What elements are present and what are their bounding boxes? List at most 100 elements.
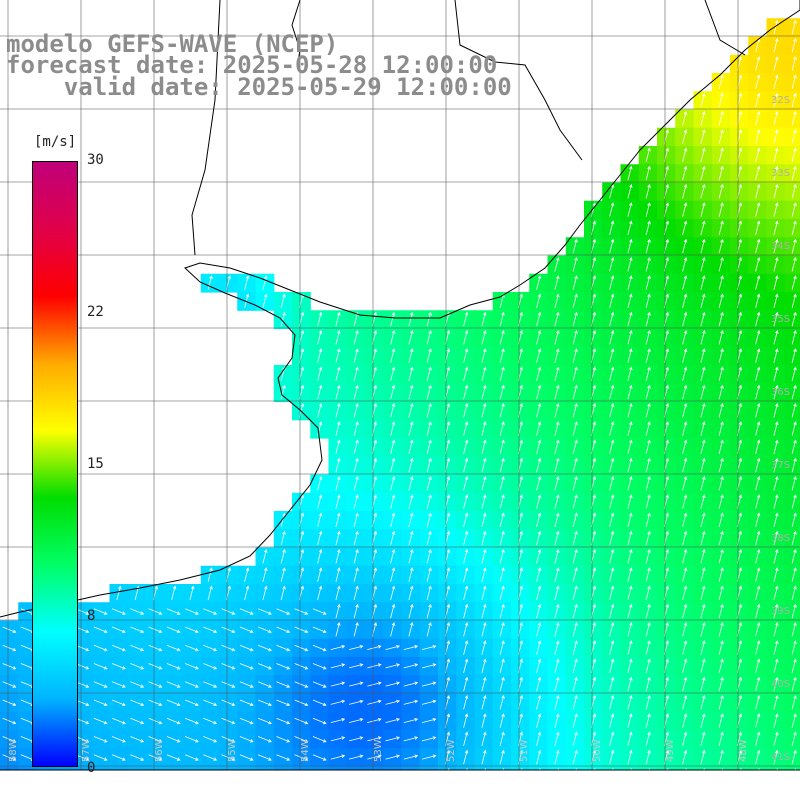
wind-arrow <box>773 731 779 746</box>
wind-arrow <box>385 645 401 650</box>
wind-arrow <box>609 658 615 673</box>
wind-arrow <box>645 183 651 199</box>
forecast-date: forecast date: 2025-05-28 12:00:00 <box>6 51 498 79</box>
wind-arrow <box>221 663 236 670</box>
wind-arrow <box>718 293 724 308</box>
wind-arrow <box>572 311 578 327</box>
wind-arrow <box>718 165 724 181</box>
wind-arrow <box>536 713 542 728</box>
wind-arrow <box>499 731 505 746</box>
wind-arrow <box>645 475 651 491</box>
wind-arrow <box>773 694 779 710</box>
valid-date: valid date: 2025-05-29 12:00:00 <box>6 73 512 101</box>
wind-arrow <box>335 512 341 527</box>
wind-arrow <box>111 717 126 725</box>
wind-arrow <box>718 585 724 600</box>
wind-arrow <box>572 694 578 710</box>
wind-speed-cells <box>0 18 800 800</box>
wind-arrow <box>276 699 291 706</box>
wind-arrow <box>481 494 487 509</box>
wind-arrow <box>554 731 560 746</box>
wind-arrow <box>536 749 542 765</box>
wind-arrow <box>627 676 633 692</box>
wind-arrow <box>335 348 341 363</box>
wind-arrow <box>645 585 651 600</box>
wind-arrow <box>463 749 469 765</box>
wind-arrow <box>166 644 181 652</box>
wind-arrow <box>755 147 761 162</box>
wind-arrow <box>536 567 542 582</box>
wind-arrow <box>627 402 633 418</box>
wind-arrow <box>184 736 199 743</box>
wind-arrow <box>718 457 724 473</box>
wind-arrow <box>280 530 286 546</box>
wind-arrow <box>330 736 346 742</box>
wind-arrow <box>481 731 487 746</box>
wind-arrow <box>609 402 615 418</box>
wind-arrow <box>93 663 108 670</box>
wind-arrow <box>572 676 578 692</box>
wind-arrow <box>682 348 688 363</box>
wind-arrow <box>536 457 542 473</box>
wind-arrow <box>682 129 688 144</box>
wind-arrow <box>244 585 250 600</box>
wind-arrow <box>645 713 651 728</box>
wind-arrow <box>463 585 469 600</box>
wind-arrow <box>554 293 560 308</box>
wind-arrow <box>499 329 505 345</box>
wind-arrow <box>773 37 779 53</box>
wind-arrow <box>148 681 163 688</box>
wind-arrow <box>773 658 779 673</box>
wind-arrow <box>627 256 633 272</box>
wind-arrow <box>791 421 797 436</box>
wind-arrow <box>773 457 779 473</box>
wind-arrow <box>645 165 651 181</box>
wind-arrow <box>317 548 323 564</box>
wind-arrow <box>572 256 578 272</box>
wind-arrow <box>426 567 432 582</box>
wind-arrow <box>353 475 359 491</box>
wind-arrow <box>499 749 505 765</box>
wind-arrow <box>330 699 346 705</box>
wind-arrow <box>353 384 359 400</box>
wind-arrow <box>408 494 414 509</box>
wind-arrow <box>499 366 505 381</box>
wind-arrow <box>499 311 505 327</box>
wind-arrow <box>408 384 414 400</box>
wind-arrow <box>645 603 651 619</box>
wind-arrow <box>572 421 578 436</box>
wind-arrow <box>499 421 505 436</box>
wind-arrow <box>111 608 126 615</box>
wind-arrow <box>408 512 414 527</box>
wind-arrow <box>791 129 797 144</box>
latitude-label: 36S <box>771 387 791 398</box>
wind-arrow <box>755 457 761 473</box>
wind-arrow <box>280 585 286 600</box>
wind-arrow <box>536 384 542 400</box>
wind-arrow <box>335 621 341 637</box>
wind-arrow <box>718 129 724 144</box>
wind-arrow <box>791 457 797 473</box>
wind-arrow <box>184 717 199 725</box>
wind-arrow <box>317 494 323 509</box>
wind-arrow <box>390 475 396 491</box>
wind-arrow <box>130 699 145 706</box>
wind-arrow <box>312 681 327 688</box>
wind-arrow <box>239 754 254 761</box>
wind-arrow <box>609 567 615 582</box>
wind-arrow <box>700 147 706 162</box>
wind-arrow <box>335 548 341 564</box>
wind-arrow <box>572 402 578 418</box>
wind-arrow <box>791 640 797 655</box>
wind-arrow <box>353 548 359 564</box>
wind-arrow <box>609 256 615 272</box>
wind-arrow <box>390 494 396 509</box>
wind-arrow <box>645 694 651 710</box>
wind-arrow <box>609 293 615 308</box>
lat-lon-grid <box>0 0 800 770</box>
wind-arrow <box>554 402 560 418</box>
wind-arrow <box>426 439 432 454</box>
wind-arrow <box>481 329 487 345</box>
wind-arrow <box>335 366 341 381</box>
colorbar-tick: 8 <box>87 608 96 624</box>
